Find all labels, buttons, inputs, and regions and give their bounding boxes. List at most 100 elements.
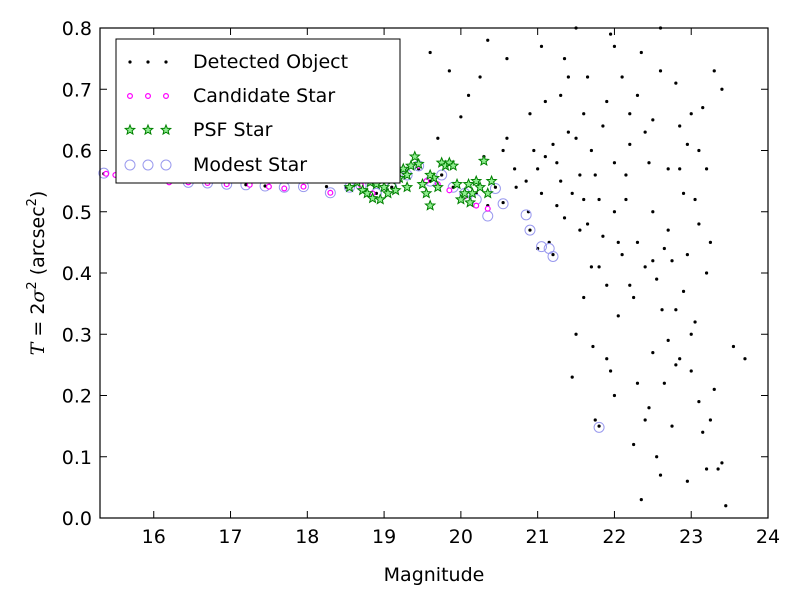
point-psf-star (366, 191, 379, 204)
point-detected-object (731, 344, 736, 349)
point-psf-star (431, 180, 444, 193)
point-detected-object (582, 197, 586, 202)
point-detected-object (570, 375, 574, 379)
point-detected-object (593, 418, 597, 422)
point-candidate-star (327, 189, 334, 196)
point-detected-object (324, 185, 329, 189)
point-detected-object (655, 277, 659, 281)
point-detected-object (635, 93, 640, 97)
series-psf-star (343, 150, 498, 211)
y-tick-label: 0.0 (62, 508, 92, 530)
point-detected-object (578, 228, 582, 232)
point-detected-object (651, 351, 655, 355)
point-candidate-star (265, 183, 272, 190)
legend-label-candidate: Candidate Star (193, 85, 335, 107)
point-modest-star (524, 224, 536, 236)
point-detected-object (551, 253, 555, 257)
point-detected-object (681, 289, 686, 293)
point-detected-object (559, 179, 563, 183)
point-detected-object (635, 381, 640, 385)
point-psf-star (374, 193, 387, 205)
point-detected-object (651, 259, 655, 263)
point-detected-object (601, 124, 605, 128)
point-psf-star (412, 157, 425, 170)
point-modest-star (520, 209, 532, 221)
point-modest-star (497, 198, 509, 210)
point-detected-object (589, 148, 594, 153)
point-detected-object (244, 183, 248, 187)
point-modest-star (324, 187, 336, 199)
point-detected-object (647, 161, 651, 165)
legend-marker-modest (124, 159, 172, 171)
point-detected-object (532, 148, 536, 153)
point-detected-object (616, 240, 620, 244)
y-label-variable: T (27, 341, 49, 355)
point-detected-object (374, 191, 379, 195)
point-detected-object (263, 184, 267, 188)
point-detected-object (678, 167, 682, 171)
x-tick-label: 17 (218, 526, 242, 548)
point-detected-object (743, 357, 747, 361)
point-detected-object (697, 400, 701, 404)
y-tick-label: 0.3 (62, 324, 92, 346)
point-psf-star (485, 174, 498, 187)
point-detected-object (674, 81, 678, 85)
x-tick-label: 19 (372, 526, 396, 548)
point-detected-object (428, 50, 432, 55)
point-detected-object (501, 148, 505, 153)
point-detected-object (651, 118, 655, 122)
point-detected-object (578, 173, 582, 177)
point-detected-object (466, 93, 471, 97)
point-detected-object (440, 173, 444, 177)
point-detected-object (608, 32, 613, 36)
point-detected-object (555, 204, 559, 208)
point-detected-object (670, 424, 674, 428)
point-candidate-star (484, 205, 491, 212)
point-detected-object (724, 504, 728, 508)
point-psf-star (343, 180, 356, 193)
x-tick-label: 21 (526, 526, 550, 548)
point-detected-object (597, 424, 601, 428)
point-psf-star (389, 183, 402, 196)
point-detected-object (720, 461, 724, 465)
point-detected-object (708, 240, 713, 244)
point-detected-object (612, 210, 617, 214)
point-psf-star (462, 177, 475, 190)
point-detected-object (608, 369, 613, 373)
x-tick-label: 23 (679, 526, 703, 548)
point-detected-object (551, 142, 555, 146)
point-detected-object (528, 228, 532, 232)
legend-marker-psf (123, 123, 173, 136)
legend: Detected Object Candidate Star PSF Star … (115, 38, 401, 184)
point-detected-object (681, 191, 686, 195)
y-label-equals: = 2 (27, 303, 49, 343)
y-axis-ticks: 0.0 0.1 0.2 0.3 0.4 0.5 0.6 0.7 0.8 (62, 18, 768, 530)
y-axis-label: T = 2σ2 (arcsec2) (25, 191, 49, 356)
point-detected-object (628, 142, 632, 146)
point-psf-star (424, 168, 437, 181)
point-detected-object (704, 271, 709, 275)
y-tick-label: 0.7 (62, 79, 92, 101)
point-detected-object (643, 418, 647, 422)
point-detected-object (685, 479, 689, 483)
point-detected-object (585, 222, 590, 226)
point-psf-star (404, 159, 417, 171)
point-detected-object (632, 295, 636, 300)
point-detected-object (566, 75, 570, 79)
point-candidate-star (281, 185, 288, 192)
point-candidate-star (473, 202, 480, 209)
point-psf-star (416, 177, 429, 190)
point-psf-star (378, 180, 391, 193)
point-candidate-star (103, 170, 110, 177)
point-detected-object (589, 265, 594, 269)
point-detected-object (543, 99, 547, 104)
legend-label-psf: PSF Star (193, 119, 273, 141)
point-detected-object (574, 136, 578, 140)
point-detected-object (635, 240, 640, 244)
point-detected-object (597, 265, 601, 269)
point-modest-star (593, 421, 605, 433)
point-detected-object (660, 308, 664, 312)
point-detected-object (501, 200, 505, 205)
point-detected-object (643, 130, 647, 134)
